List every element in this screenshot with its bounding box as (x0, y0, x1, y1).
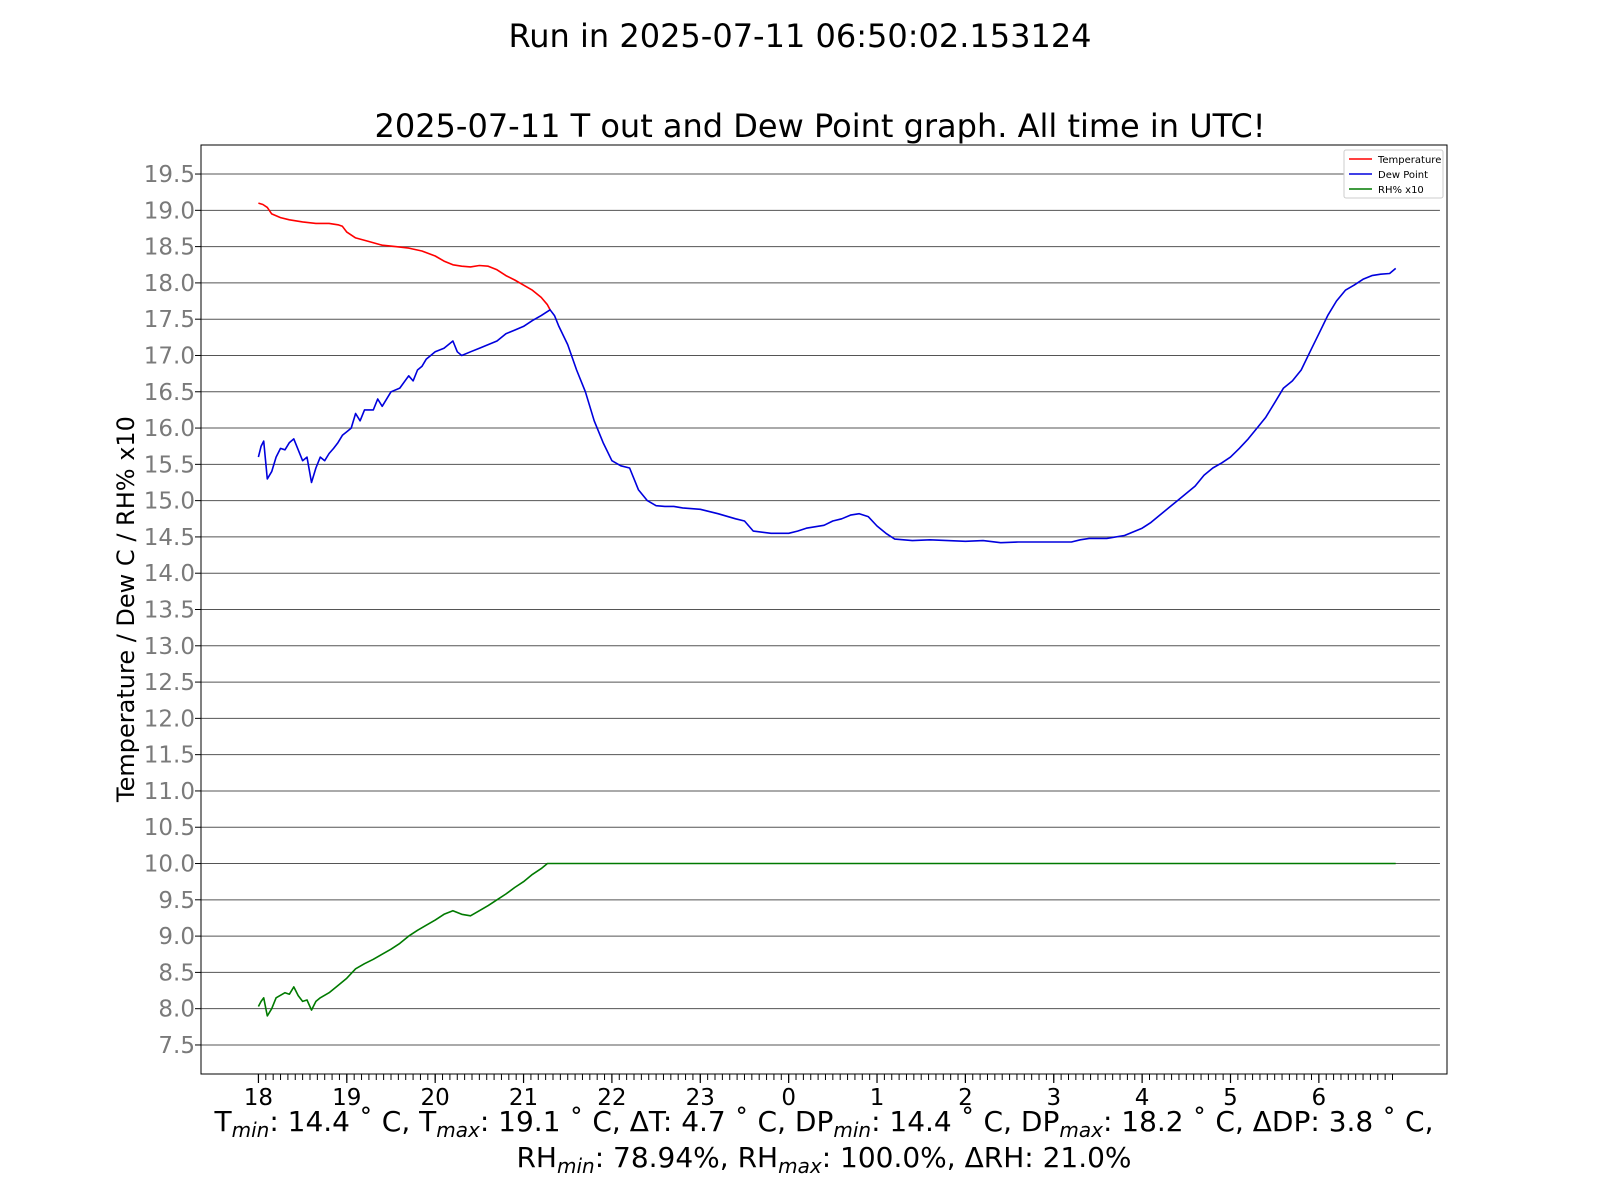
series-line-rh-x10 (257, 862, 1396, 1017)
y-tick-label: 17.0 (144, 343, 195, 369)
x-tick-label: 6 (1312, 1085, 1327, 1111)
series-lines (257, 202, 1397, 1017)
stat-value: : 78.94%, (595, 1141, 738, 1174)
stat-value: : 100.0%, (822, 1141, 965, 1174)
stat-label: RH (516, 1141, 557, 1174)
y-tick-label: 19.5 (144, 162, 195, 188)
series-line-dew-point (257, 267, 1397, 544)
y-tick-label: 17.5 (144, 307, 195, 333)
x-tick-label: 20 (421, 1085, 450, 1111)
y-tick-label: 11.5 (144, 743, 195, 769)
x-tick-label: 18 (244, 1085, 273, 1111)
stats-line-2: RHmin: 78.94%, RHmax: 100.0%, ΔRH: 21.0% (516, 1141, 1131, 1178)
y-tick-label: 18.0 (144, 271, 195, 297)
stat-subscript: max (436, 1118, 480, 1142)
y-tick-label: 11.0 (144, 779, 195, 805)
x-tick-label: 2 (958, 1085, 973, 1111)
y-tick-label: 14.5 (144, 525, 195, 551)
stat-value: : 19.1 ˚ C, (480, 1105, 630, 1138)
stat-label: DP (795, 1105, 833, 1138)
x-tick-label: 4 (1135, 1085, 1150, 1111)
y-tick-label: 13.0 (144, 634, 195, 660)
y-tick-label: 12.0 (144, 706, 195, 732)
stat-label: ΔDP: 3.8 ˚ C, (1253, 1105, 1434, 1138)
stat-subscript: min (232, 1118, 270, 1142)
x-tick-label: 23 (686, 1085, 715, 1111)
figure-suptitle: Run in 2025-07-11 06:50:02.153124 (508, 17, 1091, 55)
x-tick-label: 22 (597, 1085, 626, 1111)
grid-lines (201, 173, 1440, 1046)
stat-label: T (418, 1105, 437, 1138)
series-line-temperature (258, 202, 551, 311)
legend-label: Temperature (1377, 155, 1441, 166)
x-tick-label: 1 (870, 1085, 885, 1111)
y-tick-label: 13.5 (144, 598, 195, 624)
stat-value: : 14.4 ˚ C, (269, 1105, 419, 1138)
x-tick-label: 5 (1223, 1085, 1238, 1111)
y-tick-label: 15.0 (144, 489, 195, 515)
y-tick-labels: 7.5 8.0 8.5 9.0 9.5 10.0 10.5 11.0 11.5 12.0 12.5 1… (144, 162, 201, 1059)
legend-label: Dew Point (1378, 170, 1428, 181)
stat-label: DP (1021, 1105, 1059, 1138)
x-tick-label: 0 (781, 1085, 796, 1111)
y-tick-label: 18.5 (144, 235, 195, 261)
y-tick-label: 15.5 (144, 452, 195, 478)
stat-label: ΔT: 4.7 ˚ C, (630, 1105, 795, 1138)
y-tick-label: 9.5 (158, 888, 195, 914)
y-tick-label: 8.0 (158, 997, 195, 1023)
y-tick-label: 8.5 (158, 960, 195, 986)
plot-frame (200, 144, 1448, 1075)
stat-value: : 18.2 ˚ C, (1103, 1105, 1253, 1138)
stat-subscript: max (1059, 1118, 1103, 1142)
x-tick-label: 19 (332, 1085, 361, 1111)
stat-label: ΔRH: 21.0% (965, 1141, 1132, 1174)
y-tick-label: 7.5 (158, 1033, 195, 1059)
stat-subscript: max (778, 1154, 822, 1178)
stat-value: : 14.4 ˚ C, (871, 1105, 1021, 1138)
y-tick-label: 16.5 (144, 380, 195, 406)
y-tick-label: 19.0 (144, 198, 195, 224)
y-tick-label: 14.0 (144, 561, 195, 587)
stat-label: T (213, 1105, 232, 1138)
x-axis: 18 19 20 21 22 23 0 1 2 3 4 5 6 (244, 1074, 1394, 1111)
y-tick-label: 16.0 (144, 416, 195, 442)
chart-title: 2025-07-11 T out and Dew Point graph. Al… (374, 107, 1265, 145)
y-tick-label: 10.0 (144, 852, 195, 878)
legend: Temperature Dew Point RH% x10 (1343, 149, 1444, 199)
y-tick-label: 10.5 (144, 815, 195, 841)
stats-line-1: Tmin: 14.4 ˚ C, Tmax: 19.1 ˚ C, ΔT: 4.7 … (213, 1105, 1433, 1142)
stat-subscript: min (833, 1118, 871, 1142)
y-axis-label: Temperature / Dew C / RH% x10 (112, 416, 140, 803)
y-tick-label: 9.0 (158, 924, 195, 950)
stat-subscript: min (557, 1154, 595, 1178)
legend-label: RH% x10 (1378, 185, 1424, 196)
x-tick-label: 3 (1046, 1085, 1061, 1111)
stat-label: RH (738, 1141, 779, 1174)
y-tick-label: 12.5 (144, 670, 195, 696)
x-tick-label: 21 (509, 1085, 538, 1111)
legend-box (1343, 149, 1444, 199)
